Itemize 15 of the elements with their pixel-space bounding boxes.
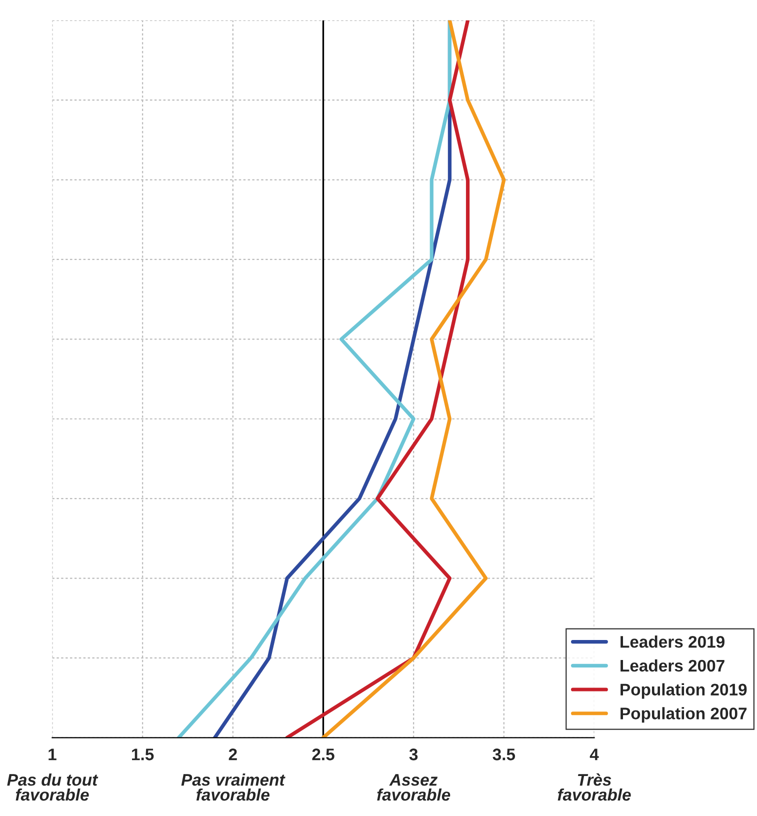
text: Assez favorable <box>377 774 450 801</box>
x-tick-label: 4 <box>590 748 599 760</box>
legend-label: Population 2007 <box>620 707 747 723</box>
legend-label: Population 2019 <box>620 683 747 699</box>
text: Pas vraiment favorable <box>181 774 286 801</box>
text: Pas du tout favorable <box>7 774 98 801</box>
legend-label: Leaders 2007 <box>620 659 724 672</box>
x-tick-label: 2 <box>228 748 237 760</box>
x-tick-label: 2.5 <box>312 748 334 760</box>
x-tick-label: 3.5 <box>492 748 516 760</box>
legend-label: Leaders 2019 <box>620 636 724 648</box>
x-tick-label: 1 <box>48 748 56 760</box>
x-tick-label: 1.5 <box>132 748 154 760</box>
text: Très favorable <box>558 773 631 801</box>
x-tick-label: 3 <box>409 748 418 760</box>
